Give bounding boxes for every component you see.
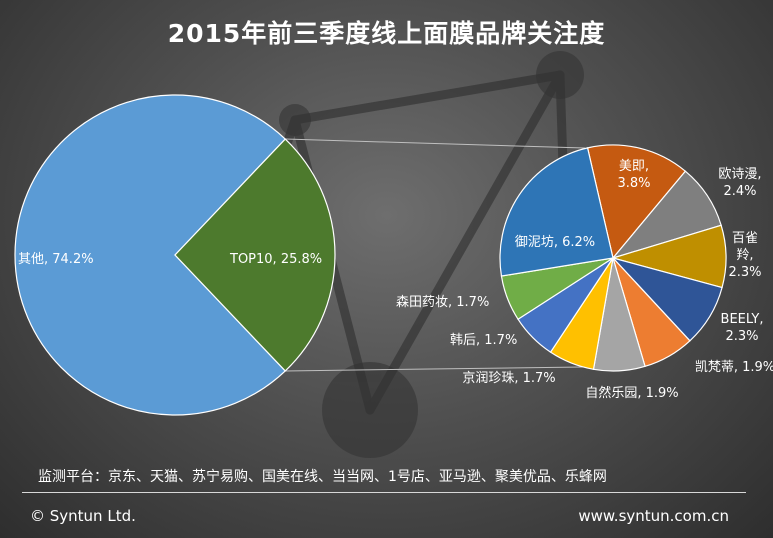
sub-slice-9 <box>499 147 614 277</box>
label-sub-3: BEELY, 2.3% <box>721 312 764 344</box>
label-sub-9: 御泥坊, 6.2% <box>515 235 595 250</box>
label-sub-0: 美即, 3.8% <box>617 159 650 191</box>
chart-title: 2015年前三季度线上面膜品牌关注度 <box>167 19 606 48</box>
label-top10: TOP10, 25.8% <box>229 252 322 267</box>
label-sub-6: 京润珍珠, 1.7% <box>462 371 555 386</box>
website-link[interactable]: www.syntun.com.cn <box>578 507 729 525</box>
connector-line-top <box>285 138 586 149</box>
monitoring-platforms-note: 监测平台：京东、天猫、苏宁易购、国美在线、当当网、1号店、亚马逊、聚美优品、乐蜂… <box>38 469 607 485</box>
footer-divider <box>22 492 746 493</box>
label-sub-2: 百雀羚, 2.3% <box>728 231 761 280</box>
label-sub-7: 韩后, 1.7% <box>450 333 517 348</box>
label-sub-4: 凯梵蒂, 1.9% <box>695 360 773 375</box>
pie-slice-top10 <box>174 138 336 372</box>
connector-line-bottom <box>285 366 584 372</box>
copyright-text: © Syntun Ltd. <box>30 507 136 525</box>
label-other: 其他, 74.2% <box>18 252 94 267</box>
pie-slice-other <box>14 94 287 416</box>
label-sub-8: 森田药妆, 1.7% <box>396 295 489 310</box>
label-sub-1: 欧诗漫, 2.4% <box>718 167 761 199</box>
label-sub-5: 自然乐园, 1.9% <box>585 385 678 401</box>
sub-slice-0 <box>586 144 687 260</box>
